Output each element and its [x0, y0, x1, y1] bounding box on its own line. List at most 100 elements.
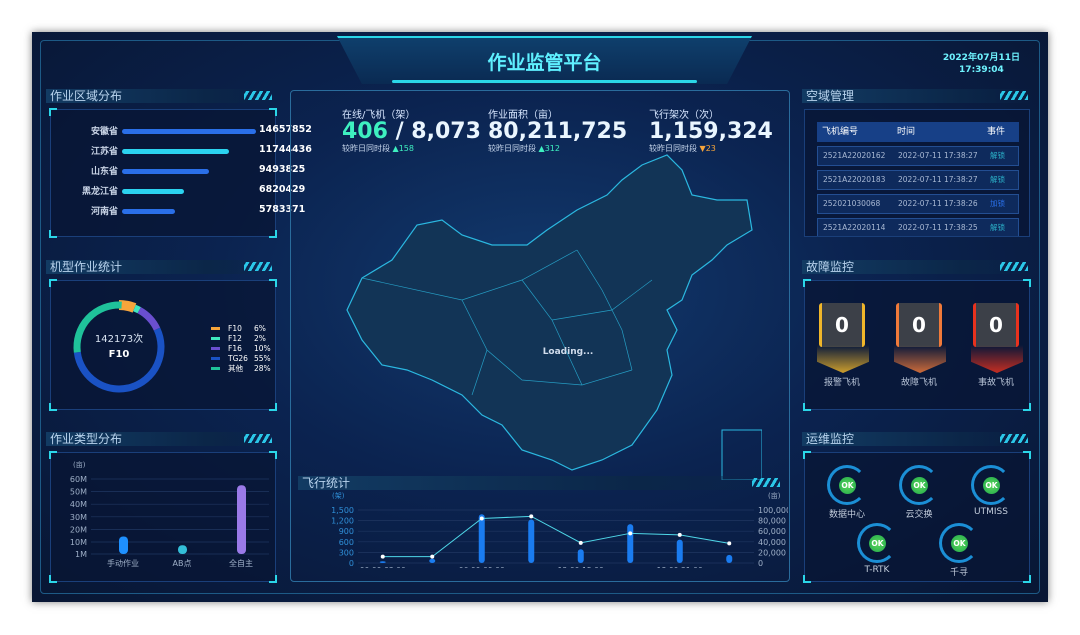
stat-delta: 23 [705, 144, 716, 153]
legend-name: F12 [228, 333, 242, 343]
flight-bar[interactable] [379, 561, 386, 563]
airspace-table-header: 飞机编号 时间 事件 [817, 122, 1019, 142]
fault-label: 故障飞机 [900, 378, 937, 388]
line-point[interactable] [479, 516, 484, 521]
trend-up-icon: ▲ [538, 144, 545, 153]
region-value: 11744436 [259, 144, 312, 155]
type-bar[interactable] [119, 536, 128, 555]
fault-title: 故障监控 [806, 260, 855, 274]
legend-item[interactable]: F10 6% [211, 323, 271, 333]
trend-up-icon: ▲ [392, 144, 399, 153]
table-row[interactable]: 252021030068 2022-07-11 17:38:26 加锁 [817, 194, 1019, 214]
stat-compare-label: 较昨日同时段 [488, 144, 536, 153]
status-ring-icon: OK [827, 465, 867, 505]
stat-value: 1,159,324 [649, 119, 773, 144]
legend-item[interactable]: 其他 28% [211, 363, 271, 373]
x-tick: 18:00-21:00 [657, 566, 703, 568]
ops-label: UTMISS [974, 507, 1008, 517]
legend-name: F16 [228, 343, 242, 353]
y-right-tick: 0 [758, 559, 763, 568]
region-value: 6820429 [259, 184, 306, 195]
col-event: 事件 [987, 127, 1006, 137]
legend-item[interactable]: F16 10% [211, 343, 271, 353]
line-point[interactable] [380, 554, 385, 559]
legend-pct: 2% [254, 333, 266, 343]
stat-label: 在线/飞机（架） [342, 110, 416, 121]
flight-bar[interactable] [676, 539, 683, 563]
legend-swatch [211, 366, 220, 370]
donut-chart: 142173次 F10 [73, 300, 165, 393]
legend-item[interactable]: F12 2% [211, 333, 271, 343]
donut-slice-其他[interactable] [73, 301, 122, 353]
flight-bar[interactable] [726, 554, 733, 563]
x-tick: AB点 [173, 559, 192, 568]
table-row[interactable]: 2521A22020183 2022-07-11 17:38:27 解锁 [817, 170, 1019, 190]
ops-status-4[interactable]: OK 千寻 [929, 523, 989, 578]
map-outline[interactable] [346, 154, 753, 471]
status-ring-icon: OK [971, 465, 1011, 505]
line-point[interactable] [430, 554, 435, 559]
region-value: 14657852 [259, 124, 312, 135]
trend-down-icon: ▼ [699, 144, 706, 153]
fault-count: 0 [973, 303, 1019, 347]
donut-slice-F16[interactable] [137, 307, 161, 331]
type-bar[interactable] [178, 545, 187, 554]
y-left-unit: (架) [332, 492, 345, 500]
region-name: 黑龙江省 [81, 187, 118, 197]
fault-count: 0 [896, 303, 942, 347]
model-header: 机型作业统计 [46, 260, 276, 274]
flight-bar[interactable] [429, 558, 436, 563]
event-time: 2022-07-11 17:38:26 [898, 199, 978, 208]
line-point[interactable] [628, 531, 633, 536]
flight-bar[interactable] [478, 514, 485, 563]
ok-badge: OK [911, 477, 928, 494]
y-tick: 40M [70, 500, 87, 509]
fault-label: 事故飞机 [977, 378, 1014, 388]
line-point[interactable] [677, 532, 682, 537]
flight-bar[interactable] [627, 524, 634, 563]
event-time: 2022-07-11 17:38:27 [898, 151, 978, 160]
title-banner: 作业监管平台 [337, 36, 752, 84]
line-point[interactable] [727, 541, 732, 546]
legend-item[interactable]: TG26 55% [211, 353, 271, 363]
ok-badge: OK [951, 535, 968, 552]
y-tick: 10M [70, 538, 87, 547]
flight-bar[interactable] [528, 519, 535, 563]
region-bar [122, 189, 185, 194]
donut-slice-TG26[interactable] [73, 327, 165, 393]
legend-pct: 55% [254, 353, 271, 363]
legend-name: F10 [228, 323, 242, 333]
fault-card[interactable]: 0 报警飞机 [817, 303, 869, 388]
date-text: 2022年07月11日 [942, 53, 1020, 63]
x-tick: 全自主 [229, 558, 253, 568]
event-time: 2022-07-11 17:38:25 [898, 223, 978, 232]
line-point[interactable] [529, 514, 534, 519]
y-left-tick: 900 [339, 527, 354, 536]
donut-slice-F12[interactable] [133, 304, 141, 314]
line-point[interactable] [578, 540, 583, 545]
x-tick: 12:00-15:00 [558, 566, 604, 568]
ops-status-3[interactable]: OK T-RTK [847, 523, 907, 575]
flight-bar[interactable] [577, 549, 584, 563]
x-tick: 06:00-09:00 [459, 566, 505, 568]
ops-status-2[interactable]: OK UTMISS [961, 465, 1021, 517]
table-row[interactable]: 2521A22020162 2022-07-11 17:38:27 解锁 [817, 146, 1019, 166]
aircraft-id: 2521A22020114 [823, 223, 886, 232]
fault-card[interactable]: 0 事故飞机 [971, 303, 1023, 388]
region-row: 江苏省 11744436 [51, 144, 312, 164]
ops-status-0[interactable]: OK 数据中心 [817, 465, 877, 520]
type-bar[interactable] [237, 485, 246, 554]
event-time: 2022-07-11 17:38:27 [898, 175, 978, 184]
table-row[interactable]: 2521A22020114 2022-07-11 17:38:25 解锁 [817, 218, 1019, 236]
stat-label: 作业面积（亩） [488, 110, 558, 121]
y-left-tick: 1,500 [331, 506, 354, 515]
x-tick: 手动作业 [107, 558, 139, 568]
fault-card[interactable]: 0 故障飞机 [894, 303, 946, 388]
dashboard: 作业监管平台 2022年07月11日 17:39:04 作业区域分布 安徽省 146… [32, 32, 1048, 602]
y-left-tick: 1,200 [331, 517, 354, 526]
legend-name: 其他 [228, 363, 243, 373]
ops-status-1[interactable]: OK 云交换 [889, 465, 949, 520]
region-title: 作业区域分布 [50, 89, 123, 103]
center-frame [290, 90, 790, 582]
region-panel: 安徽省 14657852 江苏省 11744436 山东省 9493825 黑龙江省 6820… [49, 108, 312, 238]
